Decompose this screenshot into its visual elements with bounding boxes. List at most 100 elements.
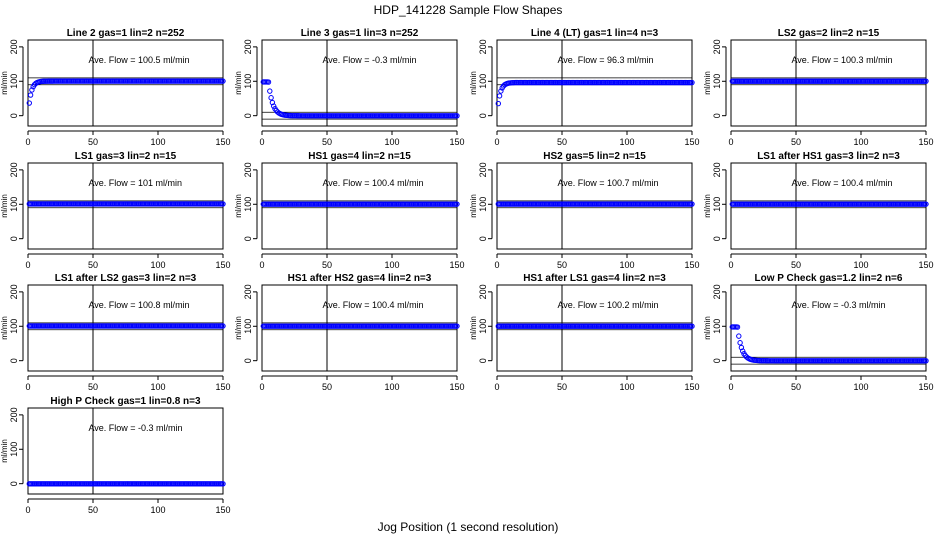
y-tick-label: 0: [712, 236, 722, 241]
y-axis-label: ml/min: [234, 71, 243, 95]
panel-title: LS1 after HS1 gas=3 lin=2 n=3: [757, 151, 900, 162]
plot-frame: [27, 407, 224, 495]
chart-panel: HS1 after HS2 gas=4 lin=2 n=3 0 50 100 150 0 1…: [234, 273, 465, 392]
panel-title: High P Check gas=1 lin=0.8 n=3: [50, 396, 201, 407]
data-point: [454, 113, 460, 119]
data-point: [740, 348, 746, 354]
y-tick-label: 0: [712, 113, 722, 118]
y-tick-label: 200: [243, 39, 253, 54]
average-flow-annotation: Ave. Flow = -0.3 ml/min: [88, 423, 182, 433]
x-tick-label: 100: [150, 260, 165, 270]
x-tick-label: 100: [853, 382, 868, 392]
y-axis-label: ml/min: [0, 194, 9, 218]
average-flow-annotation: Ave. Flow = 100.8 ml/min: [88, 300, 189, 310]
y-tick-label: 200: [243, 162, 253, 177]
chart-panel: Low P Check gas=1.2 lin=2 n=6 0 50 100 150 0 1…: [703, 273, 934, 392]
panel-title: LS1 after LS2 gas=3 lin=2 n=3: [55, 273, 197, 284]
x-tick-label: 50: [791, 137, 801, 147]
y-axis-label: ml/min: [469, 194, 478, 218]
x-tick-label: 50: [322, 382, 332, 392]
x-tick-label: 50: [322, 260, 332, 270]
data-point: [27, 92, 34, 98]
y-tick-label: 200: [9, 162, 19, 177]
x-tick-label: 150: [449, 260, 464, 270]
data-point: [496, 93, 503, 99]
plot-frame: [730, 284, 927, 372]
x-tick-label: 150: [918, 137, 933, 147]
data-point: [220, 78, 226, 84]
y-axis-label: ml/min: [234, 316, 243, 340]
x-tick-label: 100: [384, 382, 399, 392]
y-axis-label: ml/min: [469, 71, 478, 95]
data-point: [498, 88, 504, 94]
y-tick-label: 200: [478, 284, 488, 299]
y-tick-label: 100: [243, 319, 253, 334]
y-tick-label: 0: [478, 358, 488, 363]
figure-title: HDP_141228 Sample Flow Shapes: [374, 3, 563, 17]
chart-panel: HS1 gas=4 lin=2 n=15 0 50 100 150 0 100 200 ml/m…: [234, 151, 465, 270]
y-tick-label: 100: [9, 442, 19, 457]
data-point: [220, 481, 226, 487]
data-point: [265, 79, 272, 85]
y-tick-label: 200: [712, 284, 722, 299]
y-tick-label: 100: [9, 74, 19, 89]
average-flow-annotation: Ave. Flow = 100.4 ml/min: [791, 178, 892, 188]
y-tick-label: 0: [478, 113, 488, 118]
average-flow-annotation: Ave. Flow = -0.3 ml/min: [791, 300, 885, 310]
x-tick-label: 50: [557, 260, 567, 270]
y-axis-label: ml/min: [0, 316, 9, 340]
x-tick-label: 150: [449, 382, 464, 392]
y-axis-label: ml/min: [234, 194, 243, 218]
figure-xlabel: Jog Position (1 second resolution): [378, 520, 559, 534]
x-tick-label: 0: [494, 137, 499, 147]
x-tick-label: 0: [25, 137, 30, 147]
data-point: [271, 103, 277, 109]
average-flow-annotation: Ave. Flow = 100.7 ml/min: [557, 178, 658, 188]
x-tick-label: 50: [88, 505, 98, 515]
y-axis-label: ml/min: [703, 71, 712, 95]
data-point: [267, 88, 273, 94]
x-tick-label: 100: [619, 382, 634, 392]
data-point: [734, 324, 741, 330]
data-point: [737, 340, 743, 346]
chart-panel: HS2 gas=5 lin=2 n=15 0 50 100 150 0 100 200 ml/m…: [469, 151, 700, 270]
data-point: [268, 95, 274, 101]
y-axis-label: ml/min: [469, 316, 478, 340]
x-tick-label: 150: [684, 260, 699, 270]
y-axis-label: ml/min: [0, 439, 9, 463]
x-tick-label: 100: [150, 137, 165, 147]
x-tick-label: 0: [25, 505, 30, 515]
y-tick-label: 0: [478, 236, 488, 241]
x-tick-label: 150: [449, 137, 464, 147]
data-point: [495, 100, 501, 107]
x-tick-label: 150: [918, 260, 933, 270]
y-tick-label: 0: [9, 481, 19, 486]
data-point: [220, 323, 226, 329]
x-tick-label: 0: [259, 260, 264, 270]
average-flow-annotation: Ave. Flow = 101 ml/min: [88, 178, 182, 188]
x-tick-label: 0: [259, 382, 264, 392]
x-tick-label: 50: [791, 260, 801, 270]
x-tick-label: 0: [259, 137, 264, 147]
data-point: [454, 323, 460, 329]
y-tick-label: 100: [712, 319, 722, 334]
panel-title: HS2 gas=5 lin=2 n=15: [543, 151, 646, 162]
y-tick-label: 0: [243, 113, 253, 118]
x-tick-label: 0: [728, 260, 733, 270]
data-point: [689, 201, 695, 207]
plot-frame: [261, 39, 458, 127]
data-point: [454, 201, 460, 207]
y-axis-label: ml/min: [703, 316, 712, 340]
y-tick-label: 100: [478, 74, 488, 89]
y-tick-label: 100: [712, 197, 722, 212]
y-tick-label: 100: [478, 319, 488, 334]
panel-title: HS1 after LS1 gas=4 lin=2 n=3: [523, 273, 666, 284]
y-axis-label: ml/min: [0, 71, 9, 95]
x-tick-label: 150: [215, 260, 230, 270]
panels-grid: Line 2 gas=1 lin=2 n=252 0 50 100 150 0 100 200…: [0, 28, 934, 515]
panel-title: Line 4 (LT) gas=1 lin=4 n=3: [531, 28, 659, 39]
x-tick-label: 150: [918, 382, 933, 392]
chart-panel: LS1 after HS1 gas=3 lin=2 n=3 0 50 100 150 0 1…: [703, 151, 934, 270]
panel-title: LS1 gas=3 lin=2 n=15: [75, 151, 177, 162]
data-point: [220, 201, 226, 207]
